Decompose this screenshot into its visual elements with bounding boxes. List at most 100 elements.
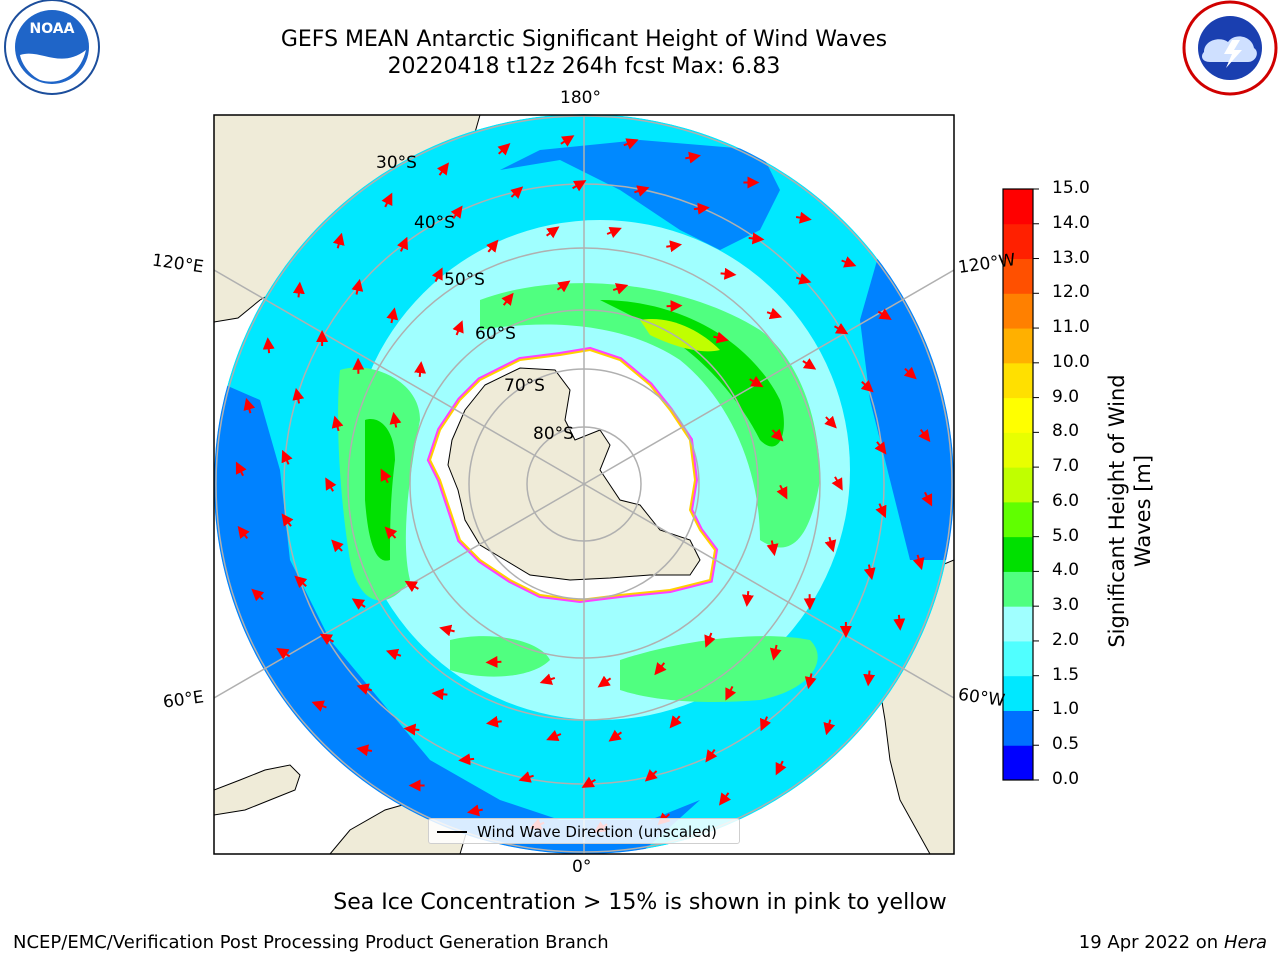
colorbar-tick-label: 1.5 [1052, 664, 1080, 685]
wind-wave-arrow [403, 723, 420, 736]
wind-wave-arrow [262, 337, 275, 354]
colorbar-swatch [1003, 501, 1033, 538]
wind-wave-arrow [276, 648, 291, 660]
colorbar-tick-label: 5.0 [1052, 525, 1080, 546]
wind-wave-arrow [775, 760, 787, 776]
nws-logo [1182, 0, 1278, 96]
wind-wave-arrow [439, 624, 455, 637]
wind-wave-arrow [414, 361, 427, 378]
wind-wave-arrow [431, 688, 448, 701]
wind-wave-arrow [863, 670, 876, 687]
wind-wave-arrow [719, 792, 731, 806]
colorbar-tick-label: 11.0 [1052, 317, 1090, 338]
wind-wave-arrow [654, 662, 667, 676]
colorbar-tick-label: 14.0 [1052, 212, 1090, 233]
colorbar-swatch [1003, 710, 1033, 746]
colorbar-swatch [1003, 293, 1033, 329]
wind-wave-arrow [437, 162, 449, 176]
wind-wave-arrow [597, 675, 612, 688]
wind-wave-arrow [539, 673, 556, 685]
wind-wave-arrow [795, 273, 812, 285]
wind-wave-arrow [572, 180, 587, 192]
colorbar-swatch [1003, 536, 1033, 572]
wind-wave-arrow [669, 715, 682, 729]
colorbar-tick-label: 8.0 [1052, 421, 1080, 442]
wind-wave-arrow [860, 379, 874, 393]
legend-label: Wind Wave Direction (unscaled) [477, 823, 717, 841]
colorbar-tick-label: 9.0 [1052, 386, 1080, 407]
wind-wave-arrow [518, 771, 534, 783]
colorbar-tick-label: 3.0 [1052, 595, 1080, 616]
wind-wave-arrow [281, 449, 293, 465]
colorbar-tick-label: 4.0 [1052, 560, 1080, 581]
wind-wave-arrow [510, 186, 524, 199]
wind-wave-arrow [331, 415, 344, 432]
wind-wave-arrow [389, 411, 402, 428]
wind-wave-arrow [749, 375, 764, 388]
wind-wave-arrow [450, 205, 463, 219]
wind-wave-arrow [380, 468, 392, 484]
wind-wave-arrow [644, 769, 658, 782]
wind-wave-arrow [332, 232, 345, 249]
wind-wave-arrow [556, 280, 571, 293]
map-frame [213, 114, 955, 855]
footer-machine: Hera [1223, 932, 1267, 953]
wind-wave-arrow [281, 513, 294, 527]
colorbar-swatch [1003, 745, 1033, 781]
wind-wave-arrow [385, 648, 402, 661]
lat-label-30s: 30°S [376, 153, 417, 173]
colorbar-tick-label: 10.0 [1052, 351, 1090, 372]
wind-wave-arrow [356, 683, 373, 695]
wind-wave-arrow [802, 358, 817, 370]
colorbar-swatch [1003, 675, 1033, 711]
wind-wave-arrow [720, 267, 737, 280]
chart-subtitle: 20220418 t12z 264h fcst Max: 6.83 [387, 54, 781, 79]
wind-wave-arrow [776, 484, 788, 500]
colorbar-swatch [1003, 328, 1033, 364]
wind-wave-arrow [918, 428, 931, 443]
wind-wave-arrow [623, 138, 639, 150]
wind-wave-arrow [725, 685, 737, 701]
wind-wave-arrow [497, 143, 511, 156]
colorbar-swatch [1003, 432, 1033, 468]
noaa-logo-text: NOAA [30, 21, 75, 37]
wind-wave-arrow [612, 283, 629, 295]
wind-wave-arrow [581, 776, 596, 788]
lon-label-180: 180° [560, 88, 601, 108]
map-legend: Wind Wave Direction (unscaled) [428, 818, 740, 844]
wind-wave-arrow [431, 267, 443, 283]
wind-wave-arrow [831, 476, 843, 491]
colorbar-swatch [1003, 397, 1033, 433]
chart-title: GEFS MEAN Antarctic Significant Height o… [280, 27, 888, 52]
colorbar-tick-label: 2.0 [1052, 629, 1080, 650]
lat-label-80s: 80°S [533, 424, 574, 444]
colorbar-tick-label: 0.0 [1052, 769, 1080, 789]
colorbar-swatch [1003, 223, 1033, 260]
wind-wave-arrow [766, 307, 783, 320]
lon-label-0: 0° [572, 857, 592, 877]
wind-wave-arrow [467, 804, 483, 817]
wind-wave-arrow [705, 749, 718, 763]
colorbar-tick-label: 15.0 [1052, 178, 1090, 198]
wind-wave-arrow [693, 202, 710, 215]
colorbar-swatch [1003, 467, 1033, 503]
wind-wave-arrow [875, 503, 887, 519]
wind-wave-arrow [912, 554, 925, 571]
wind-wave-arrow [452, 320, 464, 336]
colorbar-tick-label: 0.5 [1052, 734, 1080, 755]
wind-wave-arrow [486, 239, 499, 253]
colorbar-swatch [1003, 571, 1033, 607]
wind-wave-arrow [292, 281, 305, 298]
wind-wave-arrow [666, 240, 683, 253]
lat-label-60s: 60°S [475, 324, 516, 344]
wind-wave-arrow [748, 232, 765, 245]
wind-wave-arrow [319, 633, 335, 646]
wind-wave-arrow [458, 753, 475, 766]
wind-wave-arrow [921, 491, 933, 507]
colorbar-tick-label: 1.0 [1052, 699, 1080, 720]
wind-wave-arrow [823, 719, 836, 736]
colorbar-swatch [1003, 640, 1033, 677]
wind-wave-arrow [741, 590, 754, 607]
wind-wave-arrow [331, 539, 344, 553]
